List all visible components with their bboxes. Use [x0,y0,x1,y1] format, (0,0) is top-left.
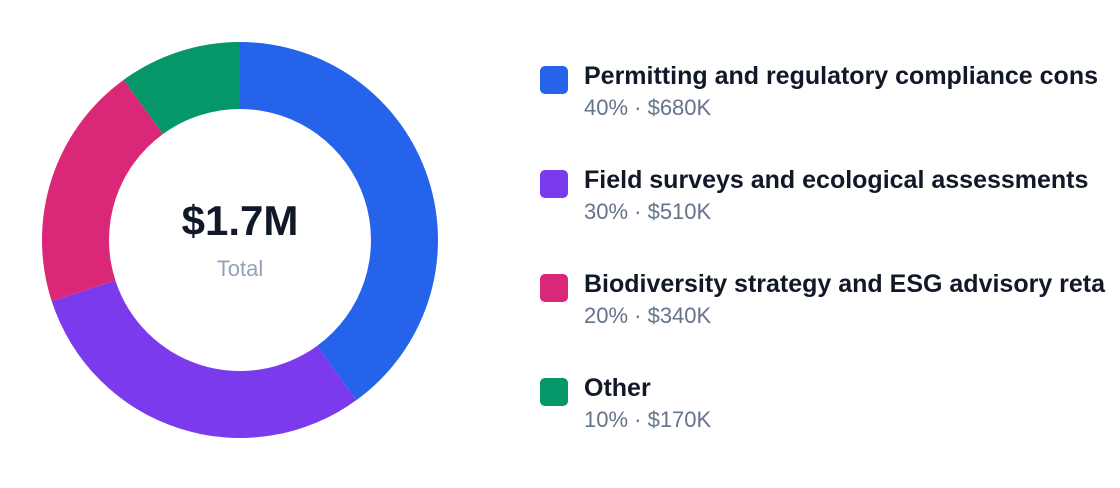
legend-swatch [540,170,568,198]
legend-item-other: Other 10% · $170K [540,370,1120,458]
legend: Permitting and regulatory compliance con… [540,58,1120,458]
slice-field-surveys [51,280,357,439]
legend-detail: 30% · $510K [584,199,712,224]
total-label: Total [216,256,264,281]
legend-detail: 20% · $340K [584,303,712,328]
slice-permitting [240,42,438,401]
legend-label: Biodiversity strategy and ESG advisory r… [584,270,1106,298]
total-value: $1.7M [181,197,299,244]
legend-item-biodiversity: Biodiversity strategy and ESG advisory r… [540,266,1120,370]
legend-detail: 40% · $680K [584,95,712,120]
legend-detail: 10% · $170K [584,407,712,432]
slice-biodiversity [41,79,164,302]
legend-swatch [540,378,568,406]
legend-label: Other [584,374,651,402]
slice-other [123,42,240,135]
legend-item-field-surveys: Field surveys and ecological assessments… [540,162,1120,266]
legend-label: Permitting and regulatory compliance con… [584,62,1099,90]
donut-chart [41,42,438,439]
legend-item-permitting: Permitting and regulatory compliance con… [540,58,1120,162]
legend-swatch [540,274,568,302]
legend-swatch [540,66,568,94]
legend-label: Field surveys and ecological assessments [584,166,1089,194]
